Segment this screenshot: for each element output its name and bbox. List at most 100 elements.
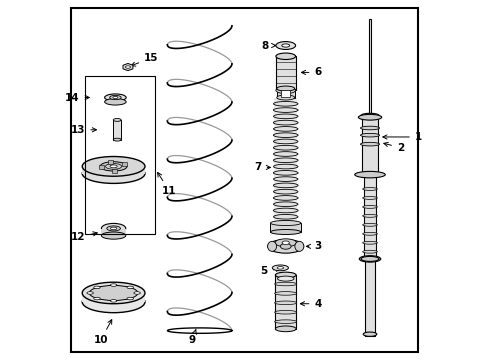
- Ellipse shape: [134, 292, 140, 294]
- Bar: [361, 116, 377, 173]
- Ellipse shape: [273, 164, 297, 169]
- Ellipse shape: [82, 282, 144, 304]
- Bar: [113, 120, 121, 140]
- Text: 8: 8: [261, 41, 275, 50]
- Ellipse shape: [104, 99, 126, 105]
- Text: 7: 7: [254, 162, 270, 172]
- Text: 3: 3: [306, 241, 321, 251]
- Ellipse shape: [362, 215, 377, 217]
- Ellipse shape: [362, 188, 377, 190]
- Ellipse shape: [274, 310, 296, 314]
- Ellipse shape: [275, 53, 295, 59]
- Ellipse shape: [274, 239, 296, 247]
- Text: 9: 9: [188, 329, 196, 345]
- Ellipse shape: [363, 332, 376, 336]
- Ellipse shape: [273, 183, 298, 188]
- Text: 15: 15: [131, 53, 158, 66]
- Ellipse shape: [281, 44, 289, 47]
- Ellipse shape: [125, 66, 130, 68]
- Ellipse shape: [94, 297, 100, 300]
- Bar: [368, 19, 371, 116]
- Ellipse shape: [267, 239, 303, 253]
- Ellipse shape: [94, 286, 100, 289]
- Bar: [108, 160, 113, 164]
- Ellipse shape: [270, 221, 301, 226]
- Ellipse shape: [362, 250, 377, 253]
- Bar: [275, 275, 296, 329]
- Ellipse shape: [87, 292, 93, 294]
- Ellipse shape: [272, 265, 288, 271]
- Ellipse shape: [276, 86, 294, 91]
- Text: 11: 11: [157, 172, 176, 196]
- Ellipse shape: [273, 202, 297, 207]
- Bar: [363, 175, 376, 259]
- Ellipse shape: [277, 267, 283, 269]
- Ellipse shape: [360, 134, 379, 137]
- Ellipse shape: [362, 197, 377, 199]
- Ellipse shape: [110, 284, 117, 286]
- Ellipse shape: [273, 108, 298, 112]
- Ellipse shape: [282, 241, 289, 244]
- Ellipse shape: [273, 114, 297, 119]
- Text: 10: 10: [94, 320, 112, 345]
- Ellipse shape: [267, 241, 276, 251]
- Ellipse shape: [82, 157, 144, 176]
- Ellipse shape: [275, 41, 295, 49]
- Bar: [281, 90, 290, 97]
- Ellipse shape: [360, 142, 379, 146]
- Ellipse shape: [273, 215, 297, 219]
- Ellipse shape: [113, 118, 121, 121]
- Ellipse shape: [270, 229, 301, 234]
- Ellipse shape: [273, 195, 298, 200]
- Ellipse shape: [273, 120, 298, 125]
- Ellipse shape: [273, 177, 297, 181]
- Ellipse shape: [273, 133, 298, 138]
- Ellipse shape: [362, 224, 377, 226]
- Ellipse shape: [113, 138, 121, 141]
- Ellipse shape: [273, 102, 297, 106]
- Ellipse shape: [105, 163, 122, 169]
- Ellipse shape: [110, 300, 117, 302]
- Bar: [274, 98, 297, 223]
- Text: 12: 12: [71, 232, 97, 242]
- Text: 5: 5: [260, 266, 280, 276]
- Ellipse shape: [273, 189, 297, 194]
- Ellipse shape: [362, 206, 377, 208]
- Ellipse shape: [358, 114, 381, 120]
- Bar: [270, 223, 301, 232]
- Ellipse shape: [82, 291, 144, 313]
- Ellipse shape: [354, 171, 385, 178]
- Ellipse shape: [274, 292, 296, 295]
- Bar: [364, 261, 375, 336]
- Bar: [276, 89, 294, 98]
- Polygon shape: [122, 63, 133, 71]
- Ellipse shape: [359, 256, 380, 262]
- Ellipse shape: [273, 158, 298, 163]
- Ellipse shape: [362, 241, 377, 244]
- Ellipse shape: [273, 145, 298, 150]
- Ellipse shape: [101, 232, 125, 239]
- Ellipse shape: [82, 164, 144, 183]
- Text: 4: 4: [300, 299, 321, 309]
- Bar: [101, 229, 125, 235]
- Ellipse shape: [101, 224, 125, 233]
- Ellipse shape: [127, 297, 133, 300]
- Ellipse shape: [274, 301, 296, 305]
- Ellipse shape: [104, 94, 126, 101]
- Ellipse shape: [360, 256, 378, 261]
- Bar: [112, 169, 117, 173]
- Ellipse shape: [113, 96, 118, 99]
- Ellipse shape: [273, 152, 297, 156]
- Ellipse shape: [275, 87, 295, 94]
- Text: 2: 2: [383, 142, 404, 153]
- Bar: [82, 166, 144, 174]
- Ellipse shape: [273, 208, 298, 213]
- Ellipse shape: [100, 162, 127, 171]
- Ellipse shape: [273, 171, 298, 175]
- Ellipse shape: [274, 320, 296, 323]
- Bar: [99, 165, 103, 169]
- Text: 13: 13: [71, 125, 96, 135]
- Bar: [275, 56, 295, 90]
- Ellipse shape: [110, 227, 117, 230]
- Ellipse shape: [275, 272, 296, 278]
